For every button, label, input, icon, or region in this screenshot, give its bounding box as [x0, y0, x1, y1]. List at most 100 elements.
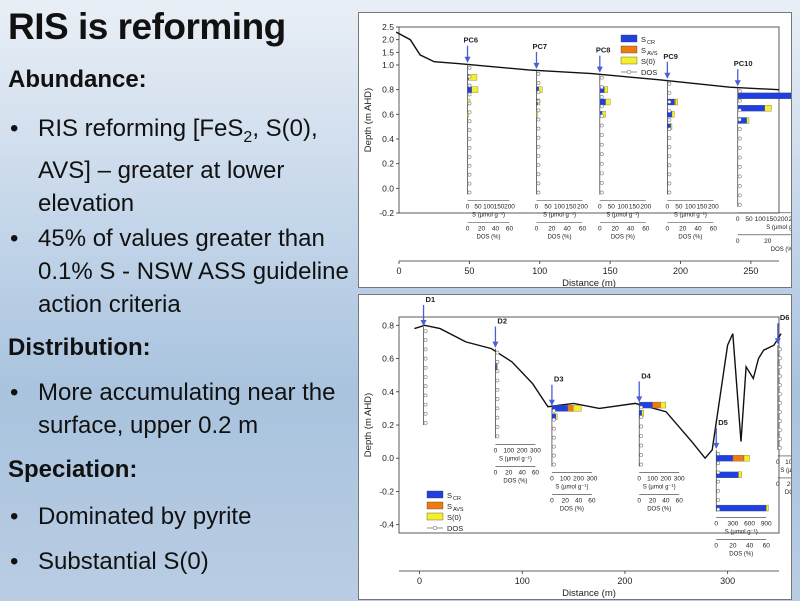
s-sub-tick-label: 100 [755, 216, 766, 223]
s-sub-tick-label: 0 [666, 204, 670, 211]
dos-marker [599, 94, 604, 99]
s-sub-tick-label: 200 [777, 216, 788, 223]
dos-marker [423, 384, 428, 389]
dos-marker [467, 146, 472, 150]
dos-marker [716, 498, 721, 503]
profile-arrowhead [713, 442, 720, 449]
dos-marker [737, 155, 742, 160]
dos-sub-tick-label: 0 [776, 481, 780, 488]
dos-sub-tick-label: 20 [505, 469, 513, 476]
s-sub-tick-label: 100 [560, 476, 571, 483]
s-sub-tick-label: 150 [766, 216, 777, 223]
dos-marker [667, 145, 672, 150]
dos-marker [599, 190, 604, 195]
dos-marker [716, 470, 721, 475]
dos-sub-axis-label: DOS (%) [503, 478, 527, 484]
dos-marker [737, 89, 742, 94]
dos-sub-axis-label: DOS (%) [729, 551, 753, 557]
dos-marker [467, 137, 472, 141]
legend-label: DOS [447, 524, 463, 533]
dos-marker [599, 114, 604, 118]
y-tick-label: 0.2 [382, 159, 394, 169]
plot-frame [398, 26, 780, 214]
s-sub-tick-label: 100 [647, 476, 658, 483]
dos-sub-axis-label: DOS (%) [785, 490, 791, 496]
profile-bar-s-0 [764, 105, 772, 112]
s-sub-tick-label: 0 [736, 216, 740, 223]
y-tick-label: 0.4 [382, 134, 394, 144]
s-sub-tick-label: 0 [494, 447, 498, 454]
dos-marker [599, 171, 604, 176]
dos-marker [495, 369, 500, 374]
chart-panel-bottom: -0.4 -0.2 0.0 0.2 0.4 0.6 0.8 Depth (m AHD) 0 100… [358, 294, 792, 600]
dos-marker [737, 183, 742, 188]
s-sub-tick-label: 200 [708, 204, 719, 211]
s-sub-tick-label: 900 [761, 520, 772, 527]
dos-marker [599, 142, 604, 147]
dos-marker [777, 437, 782, 441]
dos-marker [495, 397, 500, 401]
dos-marker [467, 128, 472, 133]
chart-top-svg: -0.2 0.0 0.2 0.4 0.6 0.8 1.0 1.5 2.0 2.5 Depth (m … [363, 22, 791, 287]
s-sub-axis-label: S (µmol g⁻¹) [606, 213, 639, 219]
s-sub-axis-label: S (µmol g⁻¹) [543, 213, 576, 219]
dos-marker [552, 417, 556, 422]
x-tick-label: 0 [417, 576, 422, 586]
dos-marker [423, 375, 428, 379]
dos-sub-tick-label: 60 [588, 498, 596, 505]
dos-sub-tick-label: 0 [736, 238, 740, 245]
dos-marker [423, 356, 428, 361]
dos-sub-tick-label: 0 [494, 469, 498, 476]
s-sub-axis-label: S (µmol g⁻¹) [643, 485, 676, 491]
profile-label: D6 [780, 313, 790, 322]
s-sub-tick-label: 150 [696, 204, 707, 211]
profile-label: D1 [426, 295, 436, 304]
s-sub-tick-label: 50 [745, 216, 753, 223]
dos-sub-tick-label: 20 [679, 226, 687, 233]
profile-bar-s-avs [652, 401, 661, 409]
s-sub-axis-label: S (µmol g⁻¹) [472, 213, 505, 219]
s-sub-tick-label: 600 [744, 520, 755, 527]
dos-sub-tick-label: 0 [637, 498, 641, 505]
dos-marker [467, 74, 472, 79]
y-tick-label: 0.2 [382, 420, 394, 430]
dos-sub-axis-label: DOS (%) [647, 507, 671, 513]
profile-label: D5 [718, 418, 728, 427]
bullet-marker: • [10, 503, 19, 530]
dos-sub-tick-label: 60 [642, 226, 650, 233]
profile-arrowhead [774, 338, 781, 345]
profile-bar-s-0 [675, 98, 678, 106]
profile-arrowhead [636, 396, 643, 403]
s-sub-tick-label: 300 [727, 520, 738, 527]
dos-marker [639, 405, 644, 410]
dos-marker [639, 434, 644, 438]
dos-marker [777, 419, 782, 423]
legend-swatch [426, 501, 444, 510]
profile-bar-s-0 [671, 111, 675, 118]
y-tick-label: 0.0 [382, 453, 394, 463]
heading-abundance: Abundance: [8, 66, 147, 93]
y-tick-label: 1.5 [382, 47, 394, 57]
dos-marker [495, 359, 500, 364]
dos-marker [599, 181, 604, 185]
legend-label: S [447, 502, 452, 511]
slide-title: RIS is reforming [8, 6, 286, 47]
s-sub-tick-label: 150 [629, 204, 640, 211]
chart-panel-top: -0.2 0.0 0.2 0.4 0.6 0.8 1.0 1.5 2.0 2.5 Depth (m … [358, 12, 792, 288]
chart-bottom-svg: -0.4 -0.2 0.0 0.2 0.4 0.6 0.8 Depth (m AHD) 0 100… [363, 295, 791, 599]
dos-marker [737, 98, 742, 103]
dos-marker [423, 402, 428, 407]
y-tick-label: 2.0 [382, 35, 394, 45]
dos-marker [777, 401, 782, 405]
dos-marker [467, 101, 472, 106]
dos-marker [639, 462, 644, 467]
s-sub-tick-label: 200 [517, 447, 528, 454]
s-sub-tick-label: 50 [474, 204, 482, 211]
dos-marker [777, 365, 782, 370]
dos-marker [467, 119, 472, 124]
legend-label: S [641, 35, 646, 44]
profile-bar-s-0 [471, 86, 479, 93]
s-sub-tick-label: 200 [504, 204, 515, 211]
s-sub-axis-label: S (µmol g⁻¹) [555, 485, 588, 491]
dos-marker [467, 110, 472, 115]
